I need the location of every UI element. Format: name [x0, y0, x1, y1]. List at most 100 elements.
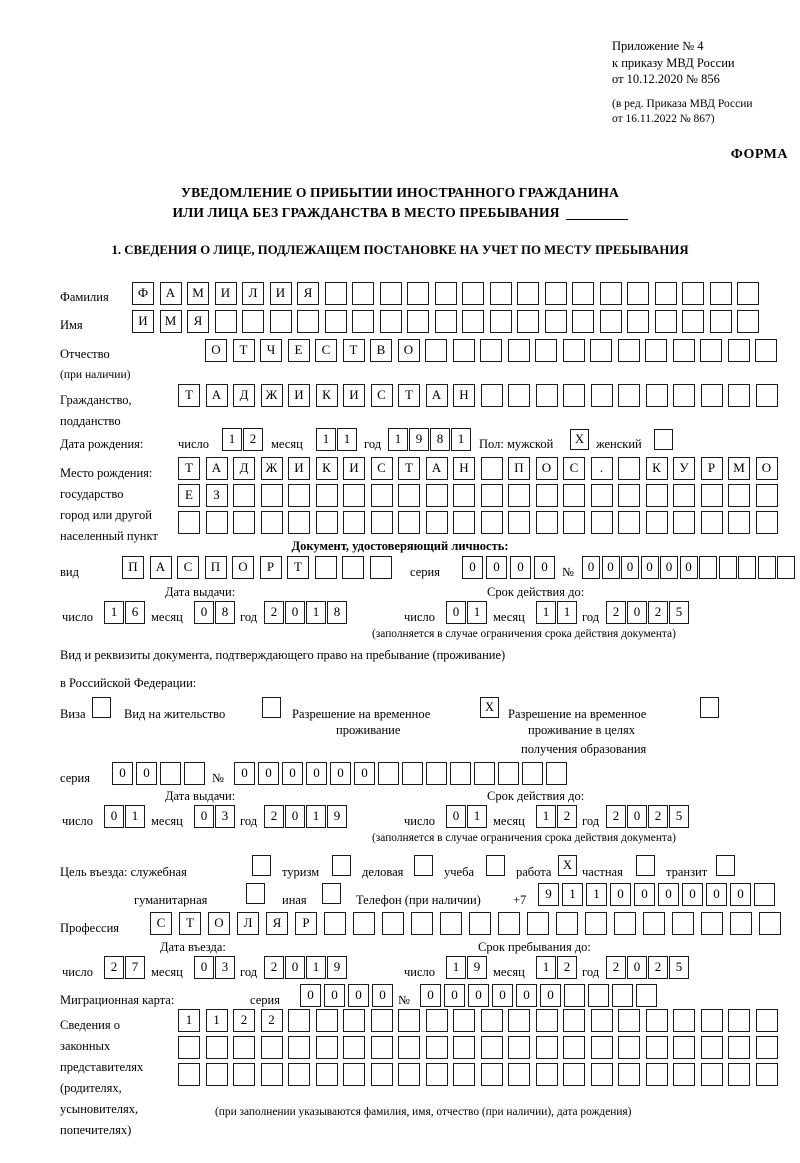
birth-day-cell[interactable]: 1 — [222, 428, 242, 451]
birth-year-cell[interactable]: 8 — [430, 428, 450, 451]
birthplace-row-3-cell[interactable] — [700, 511, 723, 534]
doc-number-field-cell[interactable]: 0 — [621, 556, 639, 579]
patronymic-field-cell[interactable]: Ч — [260, 339, 282, 362]
reps-row-3-cell[interactable] — [508, 1063, 530, 1086]
surname-field-cell[interactable]: М — [187, 282, 209, 305]
permit-series-field-cell[interactable] — [160, 762, 181, 785]
reps-row-3-cell[interactable] — [618, 1063, 640, 1086]
profession-field-cell[interactable] — [469, 912, 491, 935]
birthplace-row-3-cell[interactable] — [343, 511, 365, 534]
surname-field-cell[interactable] — [379, 282, 402, 305]
surname-field-cell[interactable] — [352, 282, 374, 305]
mcard-series-field-cell[interactable]: 0 — [372, 984, 393, 1007]
birthplace-row-3-cell[interactable] — [618, 511, 640, 534]
doc-series-field-cell[interactable]: 0 — [486, 556, 507, 579]
permit-number-field-cell[interactable] — [474, 762, 495, 785]
birthplace-row-2-cell[interactable] — [453, 484, 475, 507]
birthplace-row-1-cell[interactable]: О — [535, 457, 558, 480]
birthplace-row-1-cell[interactable]: К — [315, 457, 338, 480]
birthplace-row-1-cell[interactable] — [618, 457, 640, 480]
permit-valid-year-cell[interactable]: 0 — [627, 805, 647, 828]
doc-number-field-cell[interactable] — [757, 556, 776, 579]
name-field-cell[interactable]: Я — [187, 310, 209, 333]
doc-number-field-cell[interactable]: 0 — [601, 556, 620, 579]
reps-row-1-cell[interactable] — [425, 1009, 448, 1032]
birthplace-row-2-cell[interactable] — [370, 484, 393, 507]
doc-valid-day-cell[interactable]: 0 — [446, 601, 466, 624]
reps-row-1-cell[interactable] — [645, 1009, 668, 1032]
birthplace-row-1-cell[interactable]: М — [728, 457, 750, 480]
profession-field-cell[interactable] — [382, 912, 404, 935]
birthplace-row-2-cell[interactable] — [398, 484, 420, 507]
birthplace-row-2-cell[interactable] — [563, 484, 585, 507]
birthplace-row-3-cell[interactable] — [563, 511, 585, 534]
reps-row-1-cell[interactable] — [315, 1009, 338, 1032]
birthplace-row-2-cell[interactable] — [480, 484, 503, 507]
permit-issue-month-cell[interactable]: 0 — [194, 805, 214, 828]
reps-row-1-cell[interactable]: 2 — [233, 1009, 255, 1032]
reps-row-3-cell[interactable] — [178, 1063, 200, 1086]
name-field-cell[interactable] — [572, 310, 594, 333]
reps-row-2-cell[interactable] — [260, 1036, 283, 1059]
permit-issue-day-cell[interactable]: 1 — [125, 805, 145, 828]
reps-row-2-cell[interactable] — [178, 1036, 200, 1059]
surname-field-cell[interactable]: Л — [242, 282, 264, 305]
permit-number-field-cell[interactable] — [402, 762, 423, 785]
name-field-cell[interactable] — [214, 310, 237, 333]
birth-year-cell[interactable]: 1 — [388, 428, 408, 451]
birthplace-row-2-cell[interactable] — [618, 484, 640, 507]
profession-field-cell[interactable]: О — [208, 912, 230, 935]
birthplace-row-3-cell[interactable] — [398, 511, 420, 534]
reps-row-1-cell[interactable] — [590, 1009, 613, 1032]
doc-kind-field-cell[interactable] — [369, 556, 392, 579]
purpose-business-checkbox[interactable] — [414, 855, 433, 876]
birthplace-row-3-cell[interactable] — [260, 511, 283, 534]
birthplace-row-1-cell[interactable]: П — [508, 457, 530, 480]
doc-kind-field-cell[interactable]: П — [204, 556, 227, 579]
doc-number-field-cell[interactable]: 0 — [582, 556, 600, 579]
entry-year-cell[interactable]: 2 — [264, 956, 284, 979]
birthplace-row-2-cell[interactable] — [233, 484, 255, 507]
permit-series-field-cell[interactable] — [184, 762, 205, 785]
doc-kind-field-cell[interactable]: Т — [287, 556, 309, 579]
phone-field-cell[interactable]: 9 — [538, 883, 559, 906]
reps-row-2-cell[interactable] — [563, 1036, 585, 1059]
birth-day-cell[interactable]: 2 — [243, 428, 263, 451]
citizenship-field-cell[interactable]: Н — [453, 384, 475, 407]
birthplace-row-1-cell[interactable]: О — [755, 457, 778, 480]
profession-field-cell[interactable]: С — [150, 912, 172, 935]
reps-row-1-cell[interactable]: 1 — [178, 1009, 200, 1032]
permit-issue-month-cell[interactable]: 3 — [215, 805, 235, 828]
surname-field-cell[interactable] — [654, 282, 677, 305]
permit-number-field-cell[interactable]: 0 — [282, 762, 303, 785]
doc-kind-field-cell[interactable]: С — [177, 556, 199, 579]
stay-day-cell[interactable]: 9 — [467, 956, 487, 979]
stay-year-cell[interactable]: 2 — [648, 956, 668, 979]
profession-field-cell[interactable] — [324, 912, 346, 935]
mcard-number-field-cell[interactable] — [612, 984, 633, 1007]
reps-row-3-cell[interactable] — [288, 1063, 310, 1086]
name-field-cell[interactable] — [434, 310, 457, 333]
patronymic-field-cell[interactable] — [700, 339, 722, 362]
citizenship-field-cell[interactable] — [700, 384, 723, 407]
profession-field-cell[interactable]: Я — [266, 912, 288, 935]
birthplace-row-2-cell[interactable] — [260, 484, 283, 507]
reps-row-2-cell[interactable] — [398, 1036, 420, 1059]
entry-day-cell[interactable]: 7 — [125, 956, 145, 979]
birthplace-row-1-cell[interactable]: У — [673, 457, 695, 480]
surname-field-cell[interactable] — [737, 282, 759, 305]
reps-row-2-cell[interactable] — [590, 1036, 613, 1059]
birthplace-row-3-cell[interactable] — [178, 511, 200, 534]
purpose-tourism-checkbox[interactable] — [332, 855, 351, 876]
reps-row-3-cell[interactable] — [563, 1063, 585, 1086]
name-field-cell[interactable]: М — [159, 310, 182, 333]
doc-kind-field-cell[interactable]: Р — [259, 556, 282, 579]
profession-field-cell[interactable] — [730, 912, 752, 935]
name-field-cell[interactable]: И — [132, 310, 154, 333]
birthplace-row-3-cell[interactable] — [288, 511, 310, 534]
doc-issue-year-cell[interactable]: 2 — [264, 601, 284, 624]
surname-field-cell[interactable] — [627, 282, 649, 305]
reps-row-3-cell[interactable] — [728, 1063, 750, 1086]
name-field-cell[interactable] — [407, 310, 429, 333]
patronymic-field-cell[interactable]: Е — [287, 339, 310, 362]
